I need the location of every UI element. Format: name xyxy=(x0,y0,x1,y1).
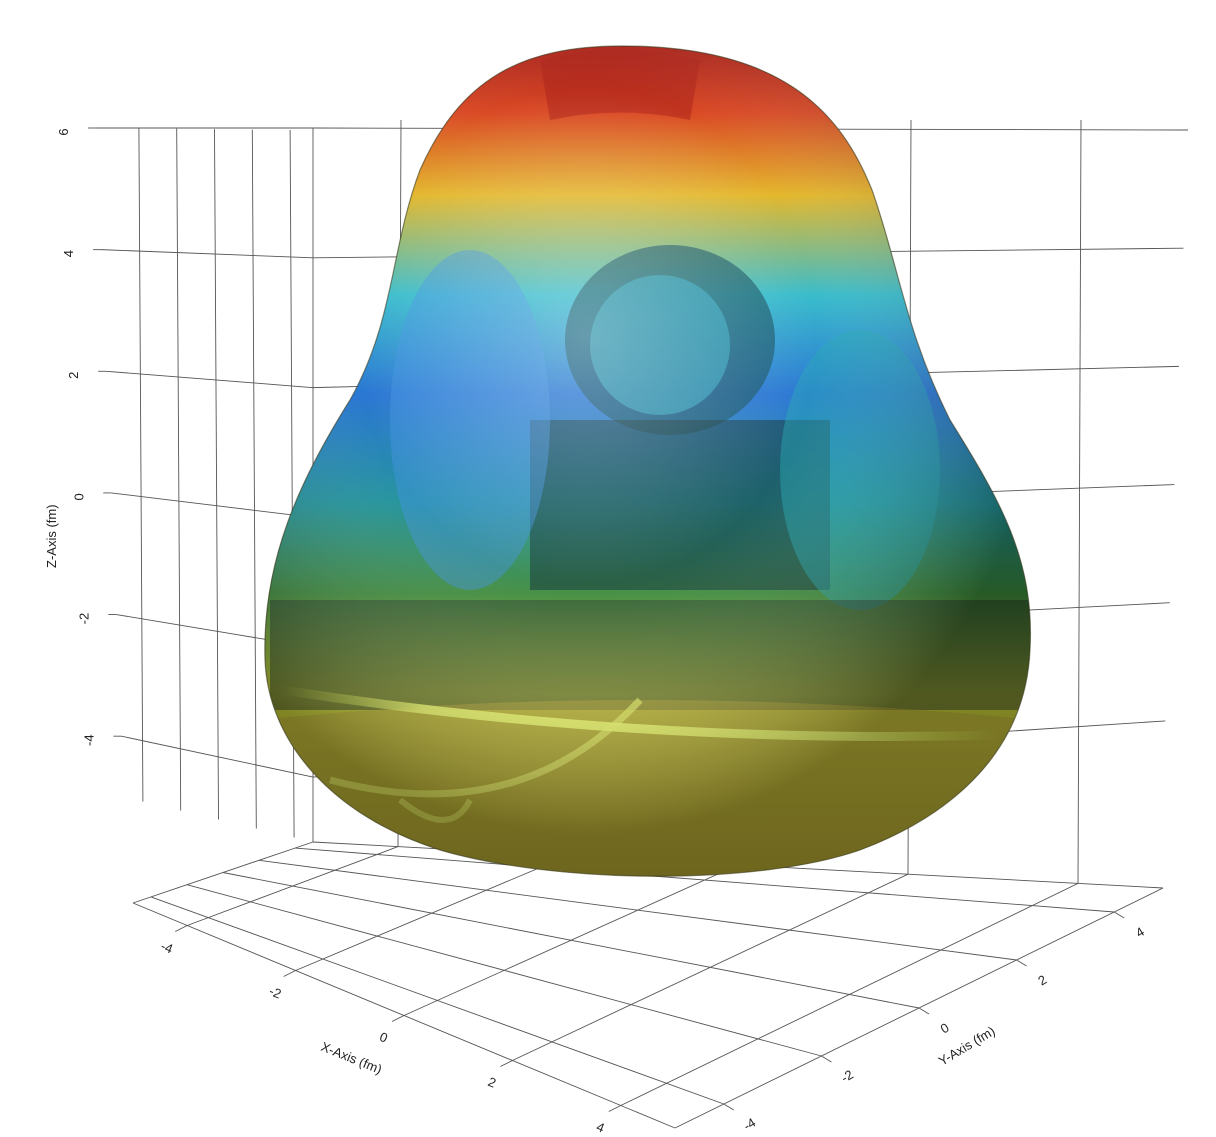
wall-gridline-z xyxy=(121,736,313,777)
z-axis-label: Z-Axis (fm) xyxy=(44,504,59,568)
x-tick-mark xyxy=(175,926,187,932)
y-tick-mark xyxy=(821,1056,831,1062)
floor-edge xyxy=(133,842,313,903)
x-tick-mark xyxy=(609,1106,621,1112)
x-tick-label: -2 xyxy=(267,983,283,1001)
z-tick-label: -2 xyxy=(76,613,91,625)
y-tick-label: 0 xyxy=(938,1020,952,1037)
y-tick-label: -4 xyxy=(741,1115,759,1134)
y-tick-mark xyxy=(919,1008,929,1014)
surface-sheen xyxy=(265,46,1031,876)
wall-gridline-vertical-x xyxy=(177,129,181,811)
y-tick-label: 2 xyxy=(1035,972,1049,989)
x-axis-label: X-Axis (fm) xyxy=(319,1039,384,1077)
wall-gridline-vertical-y xyxy=(1078,120,1081,883)
wall-gridline-vertical-x xyxy=(139,128,143,801)
z-tick-label: 2 xyxy=(66,372,81,379)
y-tick-mark xyxy=(1114,912,1124,918)
z-tick-label: 6 xyxy=(56,128,71,135)
surface-plot xyxy=(260,46,1035,900)
wall-gridline-z xyxy=(101,250,313,258)
z-tick-label: -4 xyxy=(81,734,96,746)
z-tick-label: 0 xyxy=(71,493,86,500)
z-tick-label: 4 xyxy=(61,250,76,257)
x-tick-label: 4 xyxy=(594,1119,606,1136)
y-tick-mark xyxy=(1017,960,1027,966)
x-tick-mark xyxy=(284,971,296,977)
wall-gridline-z xyxy=(106,371,313,387)
x-tick-label: 0 xyxy=(378,1029,390,1046)
y-tick-label: -2 xyxy=(838,1067,856,1086)
y-tick-label: 4 xyxy=(1133,924,1147,941)
floor-gridline-y xyxy=(151,897,724,1104)
y-tick-mark xyxy=(724,1104,734,1110)
x-tick-mark xyxy=(500,1061,512,1067)
floor-gridline-y xyxy=(223,873,919,1009)
x-tick-label: 2 xyxy=(486,1074,498,1091)
wall-gridline-vertical-x xyxy=(252,130,256,829)
x-tick-mark xyxy=(392,1016,404,1022)
wall-gridline-vertical-x xyxy=(215,129,219,819)
x-tick-label: -4 xyxy=(159,938,175,956)
